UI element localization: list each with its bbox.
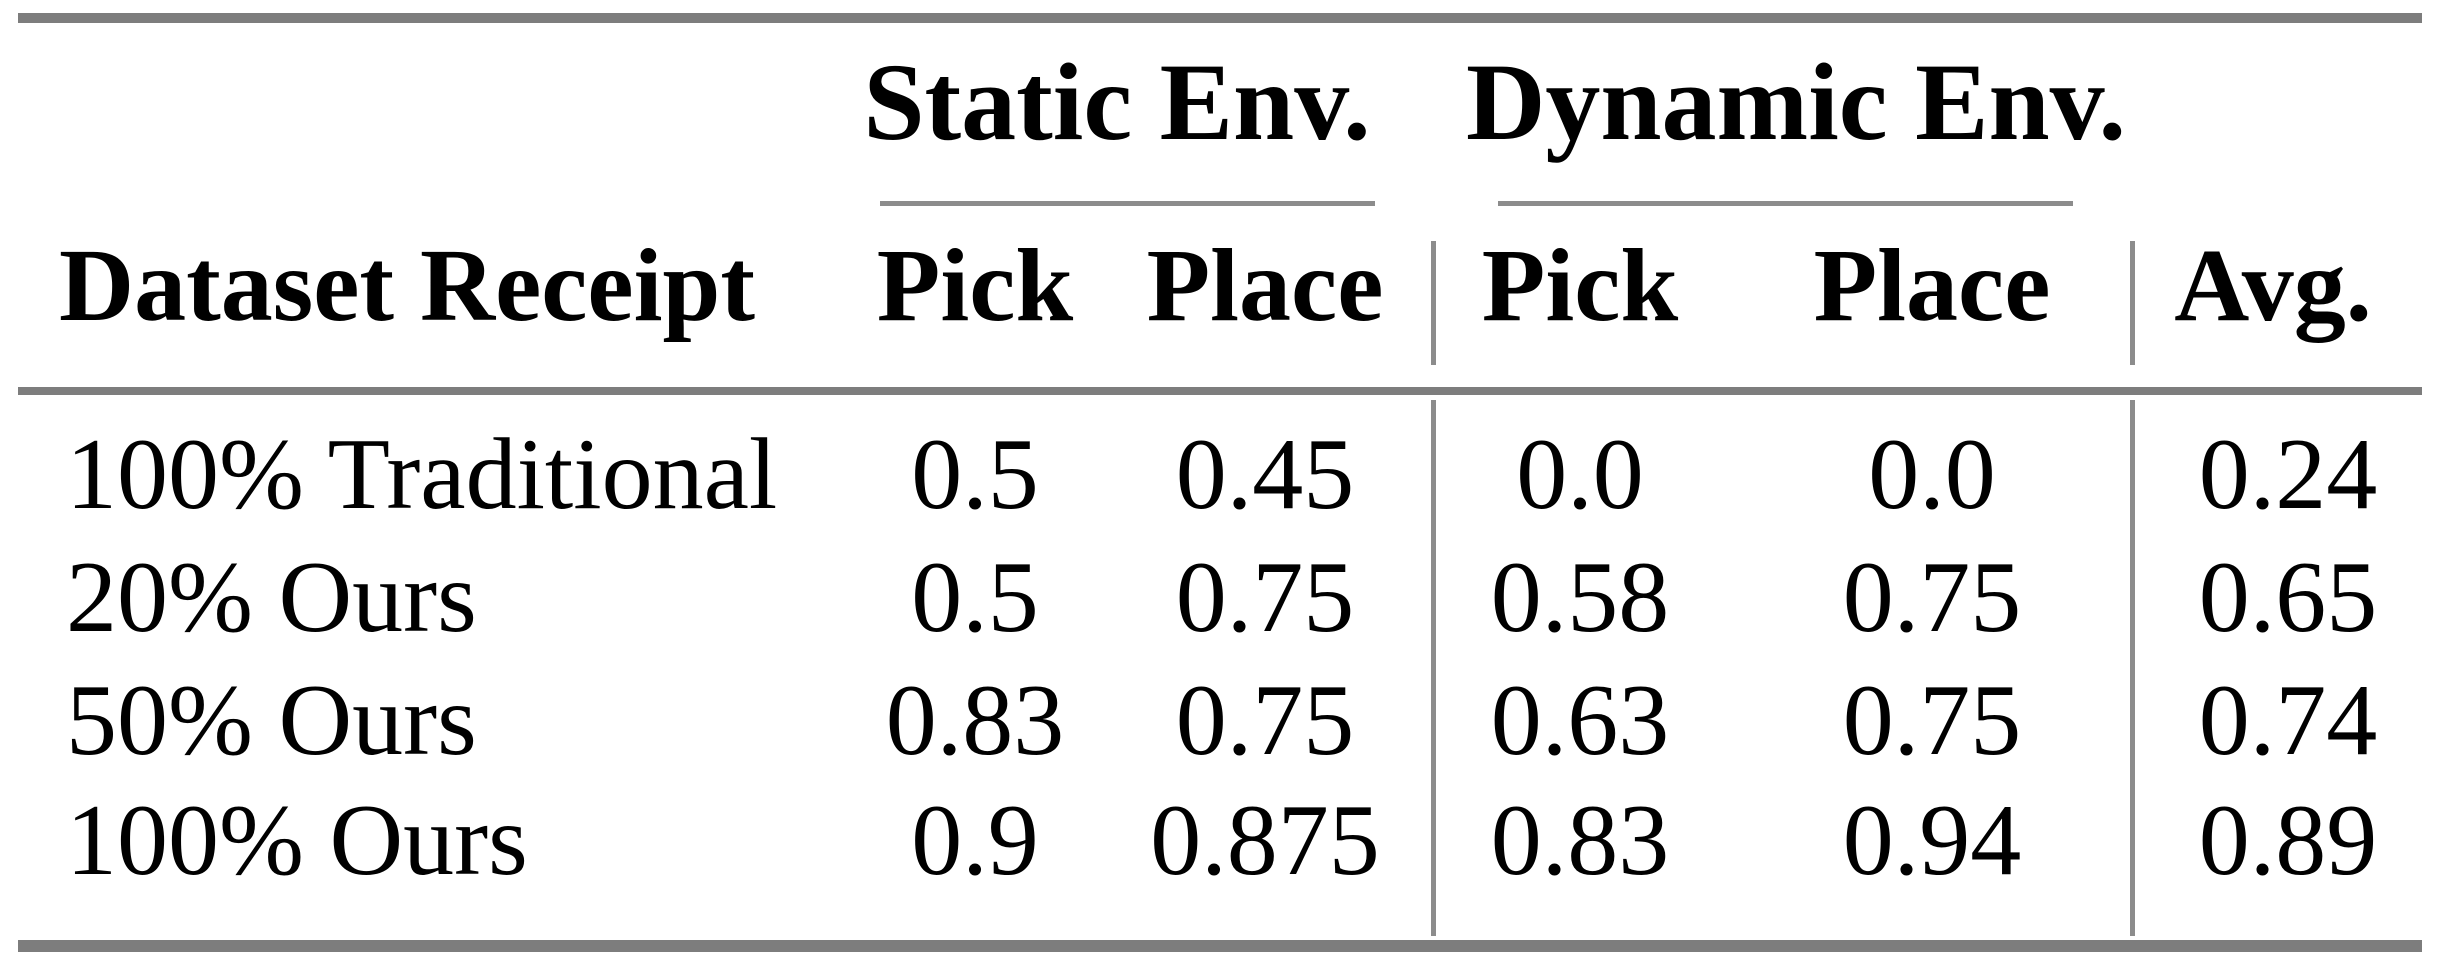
cell-dynamic-place: 0.94 xyxy=(1842,784,2022,897)
cell-avg: 0.65 xyxy=(2198,541,2378,654)
vertical-divider-avg-body xyxy=(2130,400,2135,936)
vertical-divider-static-dynamic-body xyxy=(1431,400,1436,936)
cell-dynamic-pick: 0.63 xyxy=(1490,664,1670,777)
col-group-static-env: Static Env. xyxy=(863,41,1371,163)
cell-dynamic-place: 0.75 xyxy=(1842,541,2022,654)
cell-static-place: 0.75 xyxy=(1175,541,1355,654)
row-label: 100% Traditional xyxy=(66,418,778,531)
vertical-divider-static-dynamic-header xyxy=(1431,241,1436,365)
col-header-dataset-receipt: Dataset Receipt xyxy=(59,228,755,343)
col-group-dynamic-env: Dynamic Env. xyxy=(1465,41,2127,163)
col-header-dynamic-pick: Pick xyxy=(1481,228,1679,343)
header-rule xyxy=(18,387,2422,395)
vertical-divider-avg-header xyxy=(2130,241,2135,365)
col-header-avg: Avg. xyxy=(2174,228,2372,343)
cell-static-place: 0.75 xyxy=(1175,664,1355,777)
cell-static-place: 0.875 xyxy=(1150,784,1380,897)
cell-static-pick: 0.5 xyxy=(911,418,1039,531)
cell-static-pick: 0.9 xyxy=(911,784,1039,897)
bottom-rule xyxy=(18,940,2422,952)
row-label: 100% Ours xyxy=(66,784,528,897)
col-header-static-place: Place xyxy=(1146,228,1384,343)
row-label: 50% Ours xyxy=(66,664,477,777)
cell-dynamic-pick: 0.83 xyxy=(1490,784,1670,897)
cell-static-pick: 0.83 xyxy=(885,664,1065,777)
cell-avg: 0.89 xyxy=(2198,784,2378,897)
cmidrule-dynamic-env xyxy=(1498,201,2073,206)
cell-avg: 0.74 xyxy=(2198,664,2378,777)
cell-static-place: 0.45 xyxy=(1175,418,1355,531)
col-header-static-pick: Pick xyxy=(876,228,1074,343)
col-header-dynamic-place: Place xyxy=(1813,228,2051,343)
row-label: 20% Ours xyxy=(66,541,477,654)
cmidrule-static-env xyxy=(880,201,1375,206)
top-rule xyxy=(18,13,2422,23)
cell-dynamic-place: 0.75 xyxy=(1842,664,2022,777)
cell-avg: 0.24 xyxy=(2198,418,2378,531)
cell-dynamic-pick: 0.0 xyxy=(1516,418,1644,531)
cell-dynamic-pick: 0.58 xyxy=(1490,541,1670,654)
cell-dynamic-place: 0.0 xyxy=(1868,418,1996,531)
cell-static-pick: 0.5 xyxy=(911,541,1039,654)
